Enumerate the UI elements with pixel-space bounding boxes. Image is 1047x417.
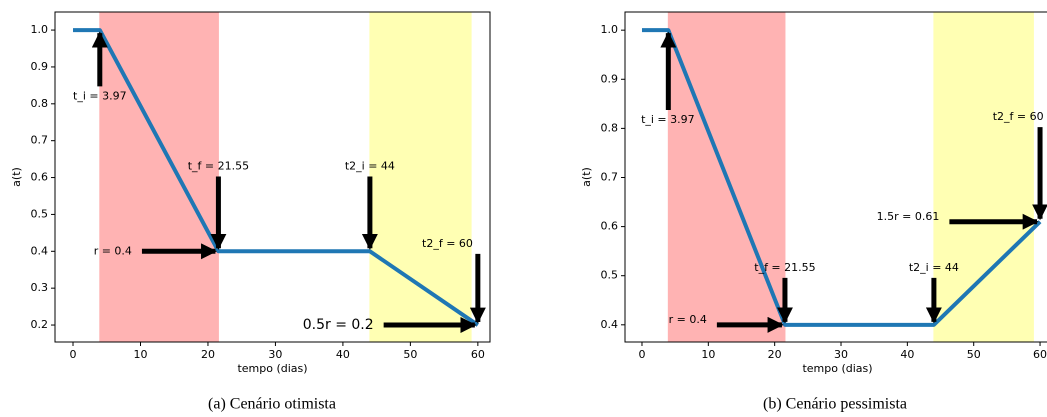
annotation-text: t_f = 21.55 (188, 159, 249, 172)
y-tick-label: 0.8 (601, 121, 619, 134)
x-tick-label: 60 (471, 348, 485, 361)
y-tick-label: 0.8 (31, 97, 49, 110)
y-tick-label: 0.3 (31, 281, 49, 294)
x-axis-label: tempo (dias) (237, 362, 307, 375)
x-tick-label: 0 (638, 348, 645, 361)
caption: (a) Cenário otimista (208, 396, 336, 413)
data-line (641, 28, 1042, 327)
x-tick-label: 20 (768, 348, 782, 361)
x-tick-label: 0 (70, 348, 77, 361)
y-tick-label: 0.5 (31, 207, 49, 220)
chart: 0 10 20 30 40 50 60 0.2 0.3 0.4 0.5 0.6 0.7 0.8 0.9 1.0… (10, 11, 491, 413)
y-tick-label: 0.2 (31, 318, 49, 331)
y-tick-label: 0.4 (601, 318, 619, 331)
chart: 0 10 20 30 40 50 60 0.4 0.5 0.6 0.7 0.8 0.9 1.0 t_i = … (580, 11, 1047, 413)
y-tick-label: 0.4 (31, 244, 49, 257)
x-tick-label: 50 (967, 348, 981, 361)
annotation-text: r = 0.4 (94, 244, 132, 257)
x-tick-label: 20 (201, 348, 215, 361)
y-tick-label: 0.9 (601, 72, 619, 85)
x-tick-label: 40 (900, 348, 914, 361)
y-tick-label: 0.9 (31, 60, 49, 73)
caption: (b) Cenário pessimista (763, 396, 907, 413)
x-tick-label: 10 (701, 348, 715, 361)
annotation-text: t2_f = 60 (993, 110, 1044, 123)
y-tick-label: 1.0 (31, 23, 49, 36)
y-tick-label: 0.7 (31, 134, 49, 147)
annotation-text: t_i = 3.97 (641, 113, 695, 126)
axes-frame (624, 11, 1047, 343)
x-tick-label: 60 (1033, 348, 1047, 361)
shaded-span (369, 11, 472, 343)
annotation-text: 0.5r = 0.2 (303, 317, 374, 333)
annotation-text: t2_f = 60 (422, 237, 473, 250)
annotation-text: r = 0.4 (669, 313, 707, 326)
x-tick-label: 50 (403, 348, 417, 361)
annotation-text: t_f = 21.55 (754, 261, 815, 274)
annotation-text: 1.5r = 0.61 (877, 210, 940, 223)
x-tick-label: 30 (834, 348, 848, 361)
annotation-text: t2_i = 44 (345, 159, 395, 172)
annotation-text: t2_i = 44 (909, 261, 959, 274)
y-axis-label: a(t) (10, 167, 23, 187)
y-tick-label: 1.0 (601, 23, 619, 36)
x-tick-label: 40 (336, 348, 350, 361)
y-tick-label: 0.7 (601, 170, 619, 183)
x-tick-label: 10 (133, 348, 147, 361)
y-tick-label: 0.5 (601, 269, 619, 282)
x-tick-label: 30 (268, 348, 282, 361)
data-line (73, 28, 479, 327)
y-axis-label: a(t) (580, 167, 593, 187)
shaded-span (933, 11, 1034, 343)
annotation-text: t_i = 3.97 (73, 89, 127, 102)
x-axis-label: tempo (dias) (802, 362, 872, 375)
axes-frame (54, 11, 491, 343)
y-tick-label: 0.6 (31, 171, 49, 184)
y-tick-label: 0.6 (601, 220, 619, 233)
